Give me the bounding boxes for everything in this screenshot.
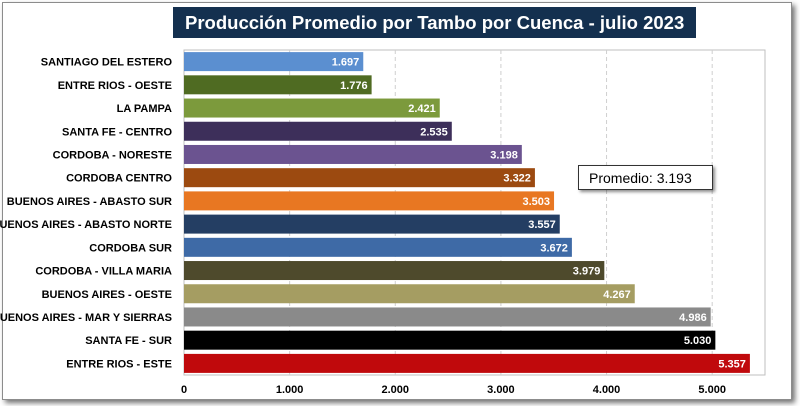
grid-layer (183, 49, 766, 376)
bar (184, 98, 440, 118)
value-label: 3.322 (503, 173, 531, 185)
category-label: BUENOS AIRES - OESTE (42, 289, 172, 301)
x-tick-label: 1.000 (276, 384, 304, 396)
category-label: SANTA FE - SUR (85, 335, 172, 347)
bar (184, 75, 372, 95)
tick-layer: 0 1.000 2.000 3.000 4.000 5.000 (181, 384, 726, 396)
bar (184, 307, 711, 327)
value-label: 1.776 (340, 80, 368, 92)
x-tick-label: 5.000 (698, 384, 726, 396)
bar (184, 353, 750, 373)
label-layer: 1.697 SANTIAGO DEL ESTERO 1.776 ENTRE RIOS … (0, 57, 746, 371)
category-label: CORDOBA - VILLA MARIA (35, 266, 172, 278)
bar (184, 121, 452, 141)
value-label: 2.535 (420, 126, 448, 138)
category-label: CORDOBA - NORESTE (53, 149, 172, 161)
bar (184, 52, 364, 72)
bar (184, 191, 555, 211)
category-label: BUENOS AIRES - ABASTO NORTE (0, 219, 172, 231)
bar (184, 168, 535, 188)
bar (184, 214, 560, 234)
value-label: 5.030 (684, 335, 712, 347)
average-annotation: Promedio: 3.193 (578, 165, 713, 190)
bar-layer (184, 52, 750, 373)
x-tick-label: 4.000 (593, 384, 621, 396)
bar (184, 261, 605, 281)
x-tick-label: 0 (181, 384, 187, 396)
category-label: SANTA FE - CENTRO (62, 126, 172, 138)
value-label: 3.198 (490, 149, 518, 161)
bar (184, 237, 572, 257)
value-label: 5.357 (718, 358, 746, 370)
value-label: 3.557 (528, 219, 556, 231)
category-label: ENTRE RIOS - ESTE (66, 358, 172, 370)
bar (184, 284, 635, 304)
value-label: 4.267 (603, 289, 631, 301)
category-label: CORDOBA SUR (89, 242, 172, 254)
category-label: ENTRE RIOS - OESTE (58, 80, 172, 92)
value-label: 1.697 (332, 57, 360, 69)
bar (184, 144, 522, 164)
category-label: BUENOS AIRES - MAR Y SIERRAS (0, 312, 172, 324)
value-label: 4.986 (679, 312, 707, 324)
category-label: SANTIAGO DEL ESTERO (41, 57, 173, 69)
value-label: 3.672 (540, 242, 568, 254)
x-tick-label: 2.000 (382, 384, 410, 396)
value-label: 3.979 (573, 266, 601, 278)
bar (184, 330, 716, 350)
value-label: 3.503 (523, 196, 551, 208)
plot-area (183, 49, 766, 376)
chart-title: Producción Promedio por Tambo por Cuenca… (173, 7, 697, 38)
x-tick-label: 3.000 (487, 384, 515, 396)
category-label: LA PAMPA (117, 103, 172, 115)
category-label: CORDOBA CENTRO (66, 173, 172, 185)
category-label: BUENOS AIRES - ABASTO SUR (7, 196, 172, 208)
value-label: 2.421 (408, 103, 436, 115)
